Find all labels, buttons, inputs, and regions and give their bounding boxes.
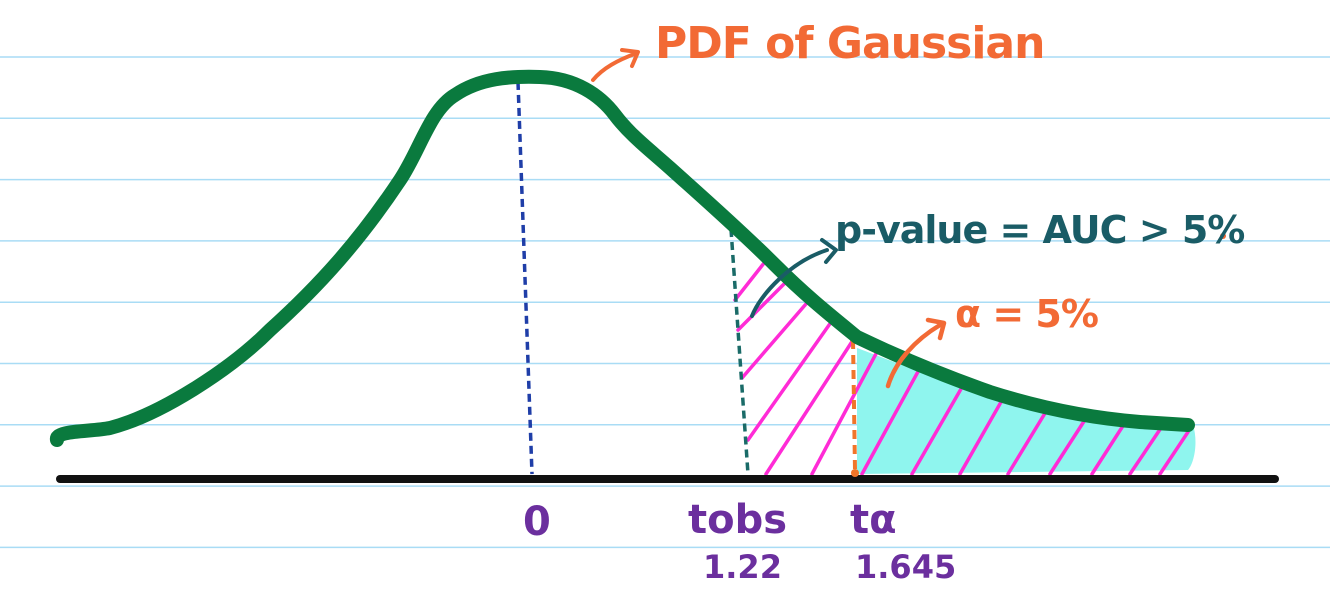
alpha-annotation: α = 5%	[955, 292, 1098, 336]
t-obs-value: 1.22	[703, 548, 782, 586]
stray-ink-dot	[1220, 233, 1226, 239]
hatch-stroke	[764, 335, 857, 476]
title-arrow	[591, 48, 640, 82]
alpha-arrow	[885, 317, 947, 389]
t-obs-label: tobs	[688, 497, 787, 543]
p-value-annotation: p-value = AUC > 5%	[835, 208, 1244, 252]
hatch-stroke	[810, 348, 880, 476]
t-alpha-label: tα	[850, 497, 897, 543]
t-alpha-marker-bottom	[851, 469, 859, 477]
hatch-stroke	[1128, 420, 1167, 476]
zero-label: 0	[523, 499, 551, 545]
hatch-stroke	[733, 256, 770, 302]
p-value-hatching	[733, 256, 1190, 476]
hatch-stroke	[1006, 403, 1052, 476]
hatch-stroke	[860, 366, 922, 476]
diagram-title: PDF of Gaussian	[655, 18, 1044, 69]
mean-dashed-line	[516, 81, 534, 475]
hatch-stroke	[1048, 410, 1092, 476]
t-alpha-value: 1.645	[855, 548, 956, 586]
p-value-arrow	[750, 238, 838, 318]
hatch-stroke	[746, 316, 836, 442]
hatch-stroke	[910, 380, 967, 476]
hatch-stroke	[740, 295, 814, 380]
t-alpha-dashed-line	[851, 339, 857, 471]
hatch-stroke	[736, 276, 792, 332]
hatch-stroke	[1158, 430, 1190, 476]
hatch-stroke	[958, 393, 1007, 476]
gaussian-pdf-curve	[50, 69, 1195, 447]
t-obs-dashed-line	[729, 228, 750, 475]
